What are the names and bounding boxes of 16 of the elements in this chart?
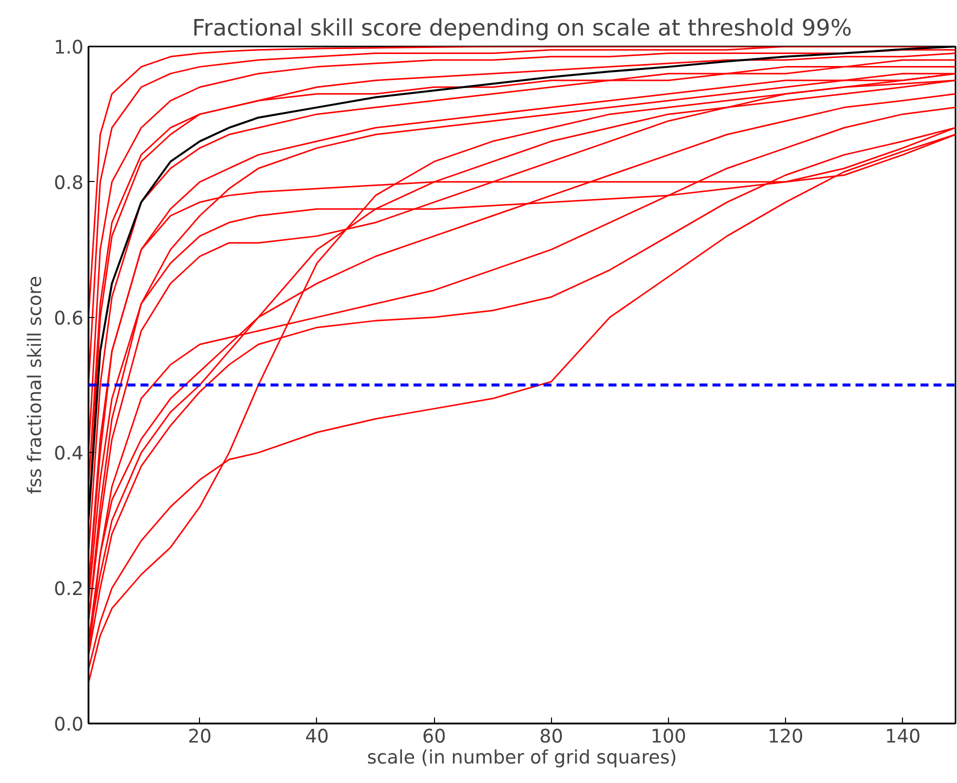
x-tick-label: 100 [650, 726, 686, 748]
y-tick-label: 0.0 [54, 714, 84, 736]
x-tick-label: 120 [768, 726, 804, 748]
x-tick-label: 80 [539, 726, 564, 748]
y-tick-label: 0.6 [54, 308, 84, 330]
chart-title: Fractional skill score depending on scale at threshold 99% [192, 16, 852, 42]
y-tick-label: 1.0 [54, 38, 84, 58]
y-axis-title: fss fractional skill score [24, 276, 46, 494]
y-tick-label: 0.2 [54, 579, 84, 600]
x-tick-label: 140 [884, 726, 921, 748]
x-tick-label: 60 [422, 726, 446, 748]
x-tick-label: 20 [188, 726, 212, 748]
y-tick-label: 0.8 [54, 172, 84, 194]
x-axis-title: scale (in number of grid squares) [367, 748, 677, 768]
x-tick-label: 40 [305, 726, 329, 748]
y-tick-label: 0.4 [54, 444, 84, 465]
